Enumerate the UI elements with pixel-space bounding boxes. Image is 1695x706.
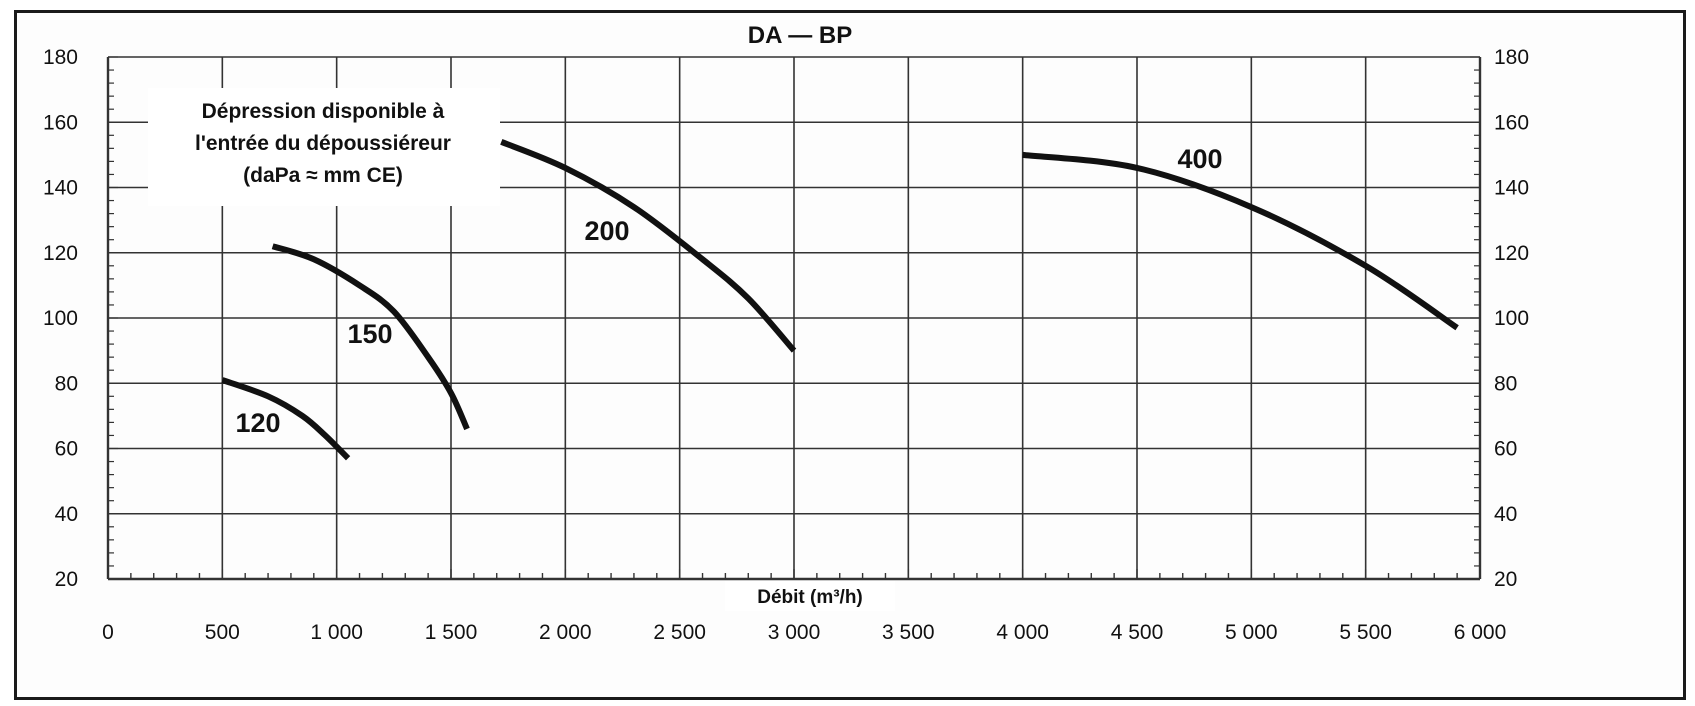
x-tick-label: 3 500: [882, 621, 935, 644]
series-line-400: [1022, 151, 1459, 331]
y-tick-label-left: 40: [55, 503, 78, 526]
series-label-120: 120: [235, 408, 280, 438]
series-label-400: 400: [1177, 144, 1222, 174]
y-tick-label-right: 20: [1494, 568, 1517, 591]
y-tick-label-left: 60: [55, 438, 78, 461]
series-line-150: [271, 243, 470, 431]
x-tick-label: 1 000: [310, 621, 363, 644]
y-tick-label-right: 40: [1494, 503, 1517, 526]
x-tick-label: 2 000: [539, 621, 592, 644]
tick-labels: 20 20 40 40 60 60 80 80 100 100 120 120 140 140 160 160…: [43, 46, 1529, 644]
y-tick-label-right: 120: [1494, 242, 1529, 265]
y-tick-label-left: 80: [55, 372, 78, 395]
y-tick-label-left: 180: [43, 46, 78, 69]
x-tick-label: 2 500: [653, 621, 706, 644]
series-line-200: [500, 139, 797, 353]
series-label-200: 200: [584, 216, 629, 246]
x-axis-label-box: [725, 581, 895, 611]
y-tick-label-right: 140: [1494, 177, 1529, 200]
series-label-150: 150: [347, 319, 392, 349]
y-tick-label-left: 20: [55, 568, 78, 591]
annotation-line-1: Dépression disponible à: [202, 100, 445, 123]
x-tick-label: 500: [205, 621, 240, 644]
series-labels: 120 150 200 400: [235, 144, 1222, 438]
y-tick-label-left: 100: [43, 307, 78, 330]
y-tick-label-right: 60: [1494, 438, 1517, 461]
annotation-line-2: l'entrée du dépoussiéreur: [195, 132, 451, 155]
x-tick-label: 5 000: [1225, 621, 1278, 644]
x-tick-label: 1 500: [425, 621, 478, 644]
x-tick-label: 6 000: [1454, 621, 1507, 644]
annotation-line-3: (daPa ≈ mm CE): [243, 164, 403, 187]
y-tick-label-left: 120: [43, 242, 78, 265]
annotation-box: [148, 88, 500, 206]
x-tick-label: 0: [102, 621, 114, 644]
y-tick-label-right: 80: [1494, 372, 1517, 395]
chart-title: DA — BP: [748, 22, 852, 49]
x-tick-label: 4 500: [1111, 621, 1164, 644]
series-lines: [221, 139, 1459, 461]
series-line-120: [221, 377, 351, 461]
y-tick-label-right: 160: [1494, 111, 1529, 134]
x-axis-label: Débit (m³/h): [757, 587, 863, 608]
y-tick-label-right: 180: [1494, 46, 1529, 69]
y-tick-label-right: 100: [1494, 307, 1529, 330]
x-tick-label: 4 000: [996, 621, 1049, 644]
y-tick-label-left: 160: [43, 111, 78, 134]
y-tick-label-left: 140: [43, 177, 78, 200]
x-tick-label: 5 500: [1339, 621, 1392, 644]
minor-ticks: [107, 56, 1481, 580]
x-tick-label: 3 000: [768, 621, 821, 644]
